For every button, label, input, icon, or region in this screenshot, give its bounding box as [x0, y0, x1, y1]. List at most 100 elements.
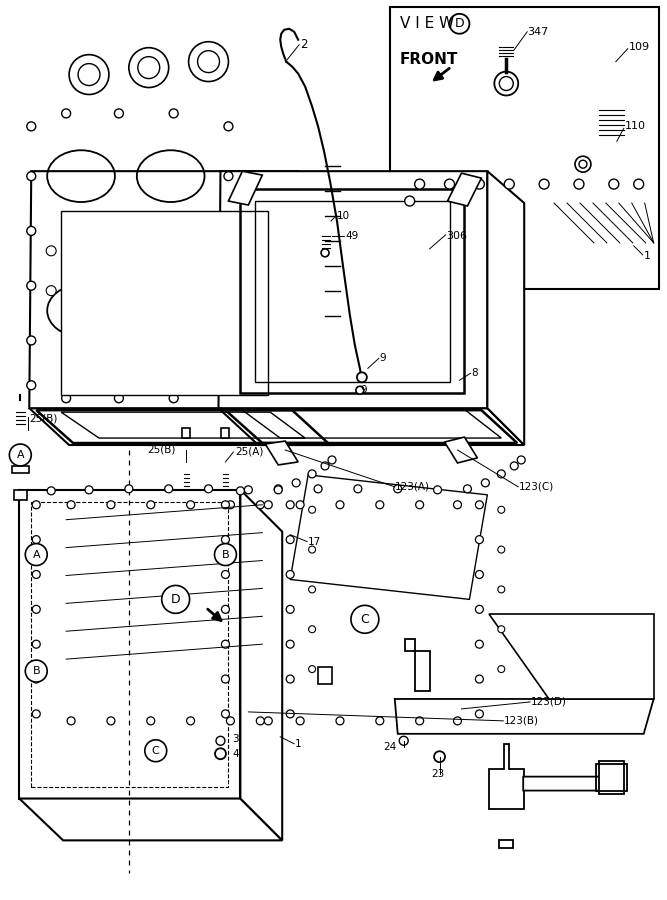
Circle shape: [309, 507, 315, 513]
Circle shape: [476, 640, 484, 648]
Circle shape: [215, 544, 236, 565]
Polygon shape: [444, 437, 478, 463]
Circle shape: [575, 157, 591, 172]
Circle shape: [296, 500, 304, 508]
Circle shape: [286, 640, 294, 648]
Circle shape: [32, 675, 40, 683]
Circle shape: [221, 675, 229, 683]
Circle shape: [357, 373, 367, 382]
Circle shape: [336, 500, 344, 508]
Text: 10: 10: [337, 211, 350, 221]
Circle shape: [351, 606, 379, 634]
Circle shape: [46, 246, 56, 256]
Circle shape: [454, 717, 462, 725]
Circle shape: [216, 736, 225, 745]
Circle shape: [498, 586, 505, 593]
Text: 109: 109: [629, 41, 650, 51]
Circle shape: [32, 606, 40, 613]
Circle shape: [376, 717, 384, 725]
Polygon shape: [29, 409, 335, 445]
Text: 3: 3: [232, 734, 239, 743]
Circle shape: [498, 626, 505, 633]
Circle shape: [336, 717, 344, 725]
Circle shape: [376, 500, 384, 508]
Circle shape: [203, 246, 213, 256]
Circle shape: [476, 710, 484, 718]
Circle shape: [354, 485, 362, 493]
Circle shape: [25, 660, 47, 682]
Polygon shape: [265, 441, 298, 465]
Circle shape: [67, 500, 75, 508]
Polygon shape: [61, 211, 268, 395]
Circle shape: [464, 485, 472, 493]
Circle shape: [47, 487, 55, 495]
Circle shape: [476, 606, 484, 613]
Circle shape: [236, 487, 244, 495]
Circle shape: [27, 172, 36, 181]
Text: 2: 2: [300, 38, 307, 51]
Circle shape: [115, 393, 123, 402]
Circle shape: [416, 717, 424, 725]
Circle shape: [221, 606, 229, 613]
Polygon shape: [395, 699, 654, 734]
Circle shape: [286, 710, 294, 718]
Circle shape: [498, 470, 506, 478]
Circle shape: [634, 179, 644, 189]
Circle shape: [405, 196, 415, 206]
Circle shape: [61, 109, 71, 118]
Circle shape: [286, 675, 294, 683]
Circle shape: [321, 248, 329, 256]
Polygon shape: [13, 466, 29, 472]
Polygon shape: [219, 409, 524, 445]
Circle shape: [416, 500, 424, 508]
Polygon shape: [298, 171, 335, 445]
Circle shape: [517, 456, 525, 464]
Text: 123(D): 123(D): [531, 697, 567, 706]
Circle shape: [125, 485, 133, 493]
Circle shape: [32, 710, 40, 718]
Text: B: B: [33, 666, 40, 676]
Circle shape: [221, 640, 229, 648]
Circle shape: [221, 571, 229, 579]
Text: 8: 8: [472, 368, 478, 378]
Circle shape: [61, 393, 71, 402]
Circle shape: [27, 122, 36, 130]
Text: V I E W: V I E W: [400, 16, 454, 32]
Polygon shape: [14, 490, 27, 500]
Text: 123(A): 123(A): [395, 482, 430, 491]
Polygon shape: [490, 615, 654, 699]
Text: 24: 24: [383, 742, 396, 751]
Circle shape: [356, 386, 364, 394]
Polygon shape: [415, 652, 430, 691]
Polygon shape: [490, 743, 524, 808]
Circle shape: [292, 479, 300, 487]
Text: B: B: [221, 550, 229, 560]
Circle shape: [169, 109, 178, 118]
Circle shape: [314, 485, 322, 493]
Circle shape: [227, 717, 234, 725]
Text: 1: 1: [644, 251, 651, 261]
Text: 1: 1: [295, 739, 301, 749]
Circle shape: [450, 14, 470, 33]
Circle shape: [476, 536, 484, 544]
Circle shape: [609, 179, 619, 189]
Circle shape: [510, 462, 518, 470]
Circle shape: [394, 485, 402, 493]
Polygon shape: [488, 171, 524, 445]
Text: D: D: [171, 593, 181, 606]
Circle shape: [256, 717, 264, 725]
Circle shape: [286, 571, 294, 579]
Circle shape: [203, 285, 213, 295]
Circle shape: [308, 470, 316, 478]
Text: 49: 49: [345, 231, 358, 241]
Circle shape: [78, 64, 100, 86]
Circle shape: [25, 544, 47, 565]
Polygon shape: [240, 490, 282, 841]
Circle shape: [32, 536, 40, 544]
Circle shape: [415, 179, 425, 189]
Circle shape: [32, 640, 40, 648]
Text: 123(C): 123(C): [519, 482, 554, 491]
Circle shape: [264, 500, 272, 508]
Circle shape: [27, 336, 36, 345]
Text: C: C: [152, 746, 159, 756]
